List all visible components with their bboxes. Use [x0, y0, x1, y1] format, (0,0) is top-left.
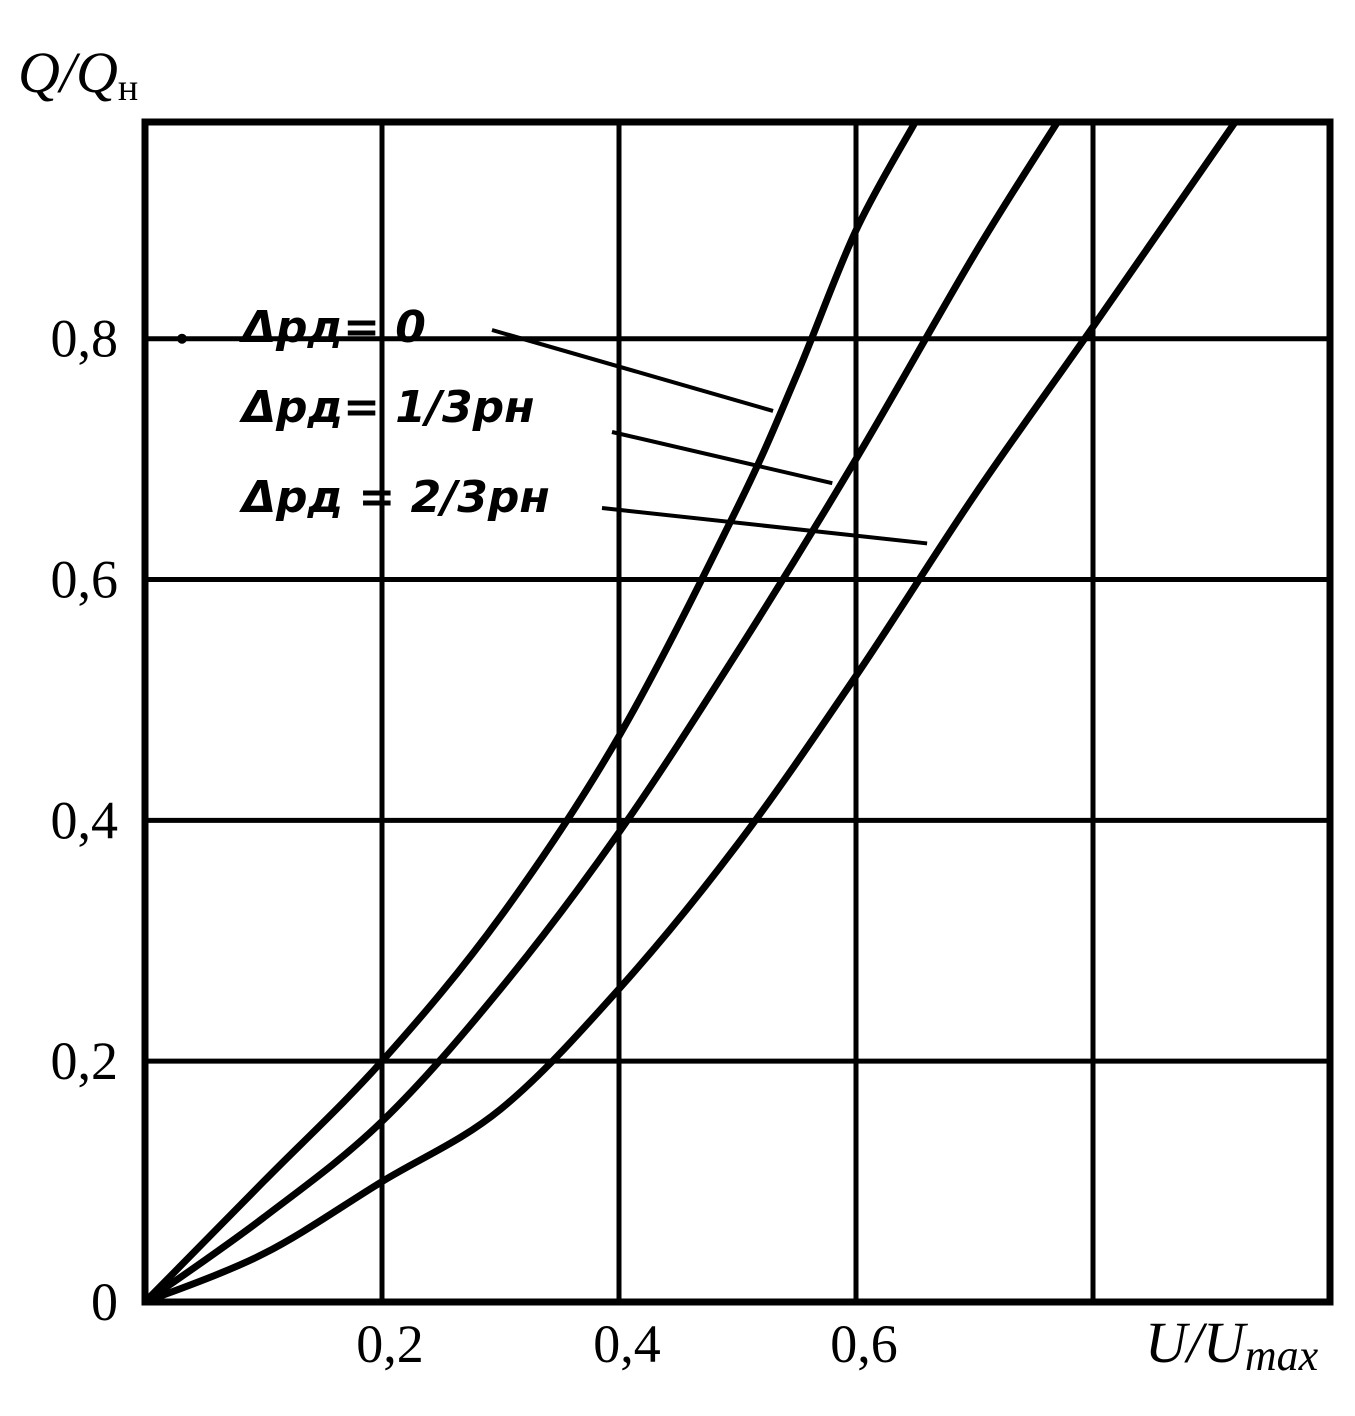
- x-tick-label-0: 0,2: [356, 1314, 424, 1374]
- x-tick-label-1: 0,4: [593, 1314, 661, 1374]
- x-tick-labels: 0,2 0,4 0,6: [356, 1314, 898, 1374]
- curves: [141, 118, 1239, 1306]
- y-axis-title-sub: н: [118, 67, 138, 109]
- annotation-label-1: Δpд= 1/3pн: [239, 382, 534, 433]
- annotation-leaders: [491, 328, 928, 546]
- x-tick-label-2: 0,6: [830, 1314, 898, 1374]
- y-tick-label-0: 0: [91, 1272, 118, 1332]
- annotation-labels: Δpд= 0 Δpд= 1/3pн Δpд = 2/3pн: [239, 302, 550, 523]
- annotation-leader-2: [601, 506, 928, 546]
- series-line-0: [141, 118, 919, 1306]
- x-axis-title-main: U/U: [1145, 1310, 1249, 1375]
- y-tick-label-4: 0,8: [51, 309, 119, 369]
- x-axis-title-sub: max: [1245, 1331, 1319, 1380]
- annotation-leader-1: [611, 430, 833, 486]
- y-tick-labels: 0 0,2 0,4 0,6 0,8: [51, 309, 187, 1332]
- y-axis-title-main: Q/Q: [18, 40, 118, 105]
- series-line-2: [141, 118, 1239, 1306]
- y-tick-label-1: 0,2: [51, 1031, 119, 1091]
- series-line-1: [141, 118, 1061, 1306]
- annotation-label-2: Δpд = 2/3pн: [239, 472, 550, 523]
- y-tick-label-2: 0,4: [51, 790, 119, 850]
- x-axis-title: U/Umax: [1145, 1310, 1319, 1380]
- plot-frame: [141, 118, 1334, 1306]
- grid: [145, 122, 1330, 1302]
- y-tick-mark-0.8: [177, 333, 187, 344]
- annotation-leader-0: [491, 328, 774, 413]
- y-axis-title: Q/Qн: [18, 40, 138, 109]
- y-tick-label-3: 0,6: [51, 550, 119, 610]
- annotation-label-0: Δpд= 0: [239, 302, 426, 353]
